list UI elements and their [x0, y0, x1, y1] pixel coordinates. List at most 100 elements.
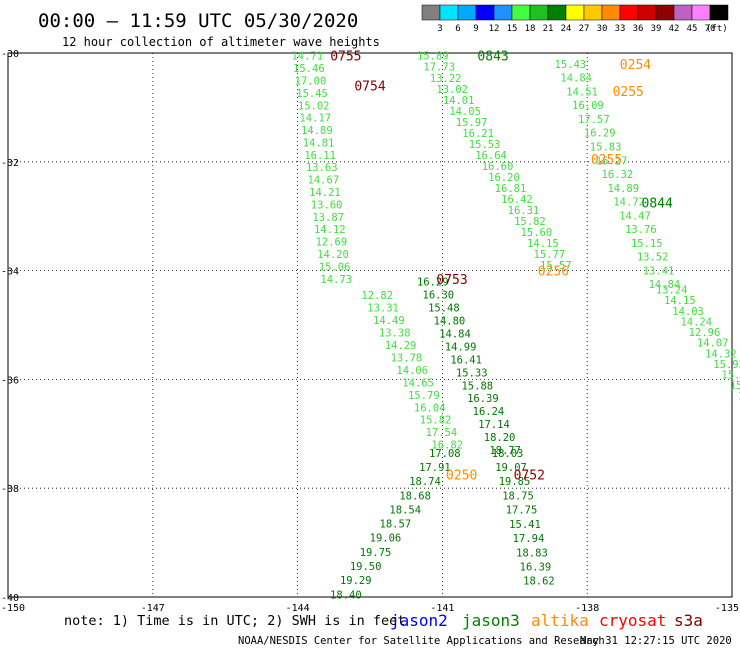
colorbar-tick-label: 15: [507, 24, 518, 34]
wave-height-value: 17.00: [295, 76, 327, 88]
wave-height-value: 17.54: [426, 427, 458, 439]
colorbar-tick-label: 36: [633, 24, 644, 34]
wave-height-value: 14.73: [320, 274, 352, 286]
wave-height-value: 14.24: [680, 316, 712, 328]
plot-frame: [7, 52, 733, 598]
colorbar-swatch: [673, 4, 693, 21]
wave-height-value: 18.57: [380, 519, 412, 531]
colorbar-tick-label: 27: [579, 24, 590, 34]
wave-height-value: 13.24: [656, 285, 688, 297]
colorbar-swatch: [601, 4, 621, 21]
x-tick-label: -144: [286, 603, 310, 614]
colorbar-tick-label: 21: [543, 24, 554, 34]
colorbar-swatch: [691, 4, 711, 21]
legend-altika: altika: [531, 611, 589, 630]
pass-time-label: 0256: [538, 265, 569, 280]
wave-height-value: 14.05: [449, 106, 481, 118]
wave-height-value: 15.79: [408, 390, 440, 402]
wave-height-value: 14.80: [434, 315, 466, 327]
x-tick-label: -141: [430, 603, 454, 614]
wave-height-value: 13.52: [637, 252, 669, 264]
x-axis-ticks: -150 -147 -144 -141 -138 -135: [1, 603, 739, 614]
wave-height-value: 18.40: [330, 589, 362, 601]
wave-height-value: 17.73: [423, 62, 455, 74]
wave-height-value: 19.07: [495, 462, 527, 474]
legend-cryosat: cryosat: [599, 611, 666, 630]
wave-height-value: 14.15: [664, 295, 696, 307]
wave-height-value: 15.83: [590, 142, 622, 154]
legend-jason3: jason3: [462, 611, 520, 630]
footer-note: note: 1) Time is in UTC; 2) SWH is in fe…: [64, 613, 405, 629]
wave-height-value: 16.81: [495, 183, 527, 195]
wave-height-value: 16.64: [475, 150, 507, 162]
wave-height-value: 19.29: [340, 575, 372, 587]
footer-timestamp: May 31 12:27:15 UTC 2020: [580, 635, 732, 647]
wave-height-value: 16.11: [738, 391, 740, 403]
wave-height-value: 14.03: [672, 306, 704, 318]
x-tick-label: -138: [575, 603, 599, 614]
wave-height-value: 13.02: [436, 84, 468, 96]
colorbar-tick-label: 18: [525, 24, 536, 34]
wave-height-value: 16.30: [423, 289, 455, 301]
wave-height-value: 15.40: [722, 370, 740, 382]
pass-time-label: 0843: [477, 50, 508, 65]
pass-time-label: 0844: [642, 197, 673, 212]
y-tick-label: -40: [1, 593, 19, 604]
wave-height-value: 15.93: [713, 359, 740, 371]
pass-time-label: 0250: [446, 469, 477, 484]
wave-height-value: 16.39: [520, 561, 552, 573]
wave-height-value: 16.32: [602, 169, 634, 181]
wave-height-value: 16.39: [467, 393, 499, 405]
colorbar-swatch: [565, 4, 585, 21]
wave-height-value: 13.76: [625, 224, 657, 236]
colorbar-tick-label: 9: [473, 24, 478, 34]
wave-height-value: 15.15: [631, 238, 663, 250]
wave-height-value: 18.03: [492, 448, 524, 460]
wave-height-value: 18.75: [502, 490, 534, 502]
wave-height-value: 16.27: [596, 155, 628, 167]
wave-height-value: 14.72: [613, 197, 645, 209]
wave-height-value: 12.82: [361, 290, 393, 302]
wave-height-value: 16.20: [488, 172, 520, 184]
wave-height-value: 16.24: [473, 406, 505, 418]
wave-height-value: 15.48: [428, 302, 460, 314]
wave-height-value: 18.20: [484, 432, 516, 444]
wave-height-values: 14.7115.4617.0015.4515.0214.1714.8914.81…: [291, 51, 740, 602]
legend-s3a: s3a: [674, 611, 703, 630]
wave-height-value: 18.77: [489, 445, 521, 457]
wave-height-value: 17.14: [478, 419, 510, 431]
grid-lines: [8, 53, 732, 597]
wave-height-value: 14.84: [649, 279, 681, 291]
y-tick-label: -30: [1, 49, 19, 60]
colorbar-tick-label: 45: [687, 24, 698, 34]
wave-height-value: 13.22: [430, 73, 462, 85]
x-tick-label: -150: [1, 603, 25, 614]
legend-jason2: jason2: [390, 611, 448, 630]
wave-height-value: 16.21: [462, 128, 494, 140]
wave-height-value: 16.04: [414, 402, 446, 414]
wave-height-value: 14.06: [396, 365, 428, 377]
wave-height-value: 14.20: [317, 249, 349, 261]
colorbar-swatch: [547, 4, 567, 21]
wave-height-value: 14.81: [303, 137, 335, 149]
wave-height-value: 15.53: [469, 139, 501, 151]
wave-height-value: 13.31: [367, 303, 399, 315]
wave-height-value: 14.99: [445, 341, 477, 353]
wave-height-value: 18.62: [523, 576, 555, 588]
wave-height-value: 14.49: [373, 315, 405, 327]
wave-height-value: 16.31: [508, 205, 540, 217]
x-tick-label: -135: [715, 603, 739, 614]
wave-height-value: 14.84: [439, 328, 471, 340]
wave-height-value: 16.29: [417, 276, 449, 288]
colorbar-swatch: [439, 4, 459, 21]
wave-height-value: 15.77: [534, 249, 566, 261]
y-axis-ticks: -30 -32 -34 -36 -38 -40: [1, 49, 19, 604]
colorbar-swatch: [421, 4, 441, 21]
colorbar-swatch: [709, 4, 729, 21]
wave-height-value: 13.60: [311, 199, 343, 211]
wave-height-value: 15.33: [456, 367, 488, 379]
colorbar-unit: (ft): [706, 24, 728, 34]
wave-height-value: 14.07: [697, 338, 729, 350]
colorbar-tick-label: 30: [597, 24, 608, 34]
